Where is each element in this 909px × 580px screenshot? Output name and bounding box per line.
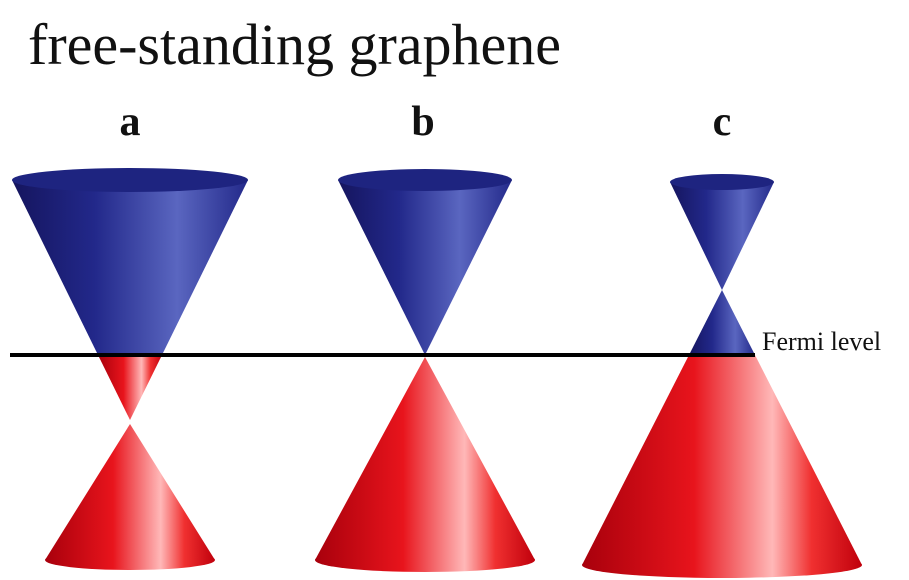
cone-c — [582, 174, 862, 578]
cone-a — [12, 168, 248, 570]
panel-label: c — [713, 99, 732, 145]
panel-label: b — [411, 99, 434, 145]
fermi-label: Fermi level — [762, 327, 881, 356]
cone-b — [315, 169, 535, 572]
diagram: free-standing graphene a b c Fermi level — [0, 0, 909, 580]
title: free-standing graphene — [28, 12, 561, 77]
panel-label: a — [120, 99, 141, 145]
